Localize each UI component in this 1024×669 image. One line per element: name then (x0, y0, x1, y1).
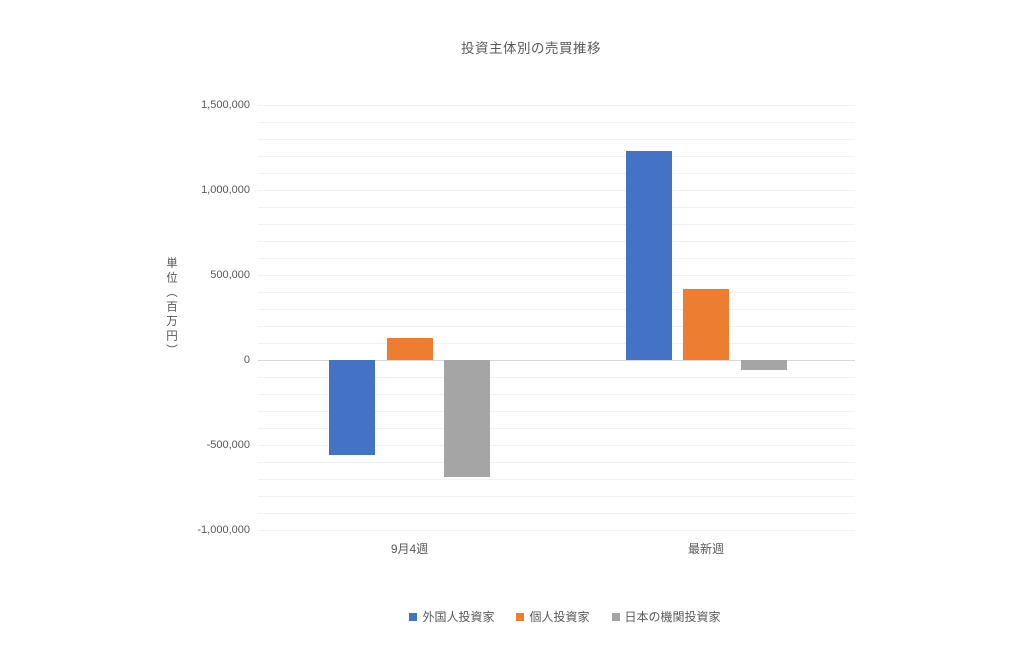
gridline (258, 394, 855, 395)
gridline (258, 224, 855, 225)
gridline (258, 105, 855, 106)
bar-series-2-cat-0[interactable] (444, 360, 490, 478)
zero-axis-line (258, 360, 855, 361)
gridline (258, 258, 855, 259)
gridline (258, 462, 855, 463)
bar-series-0-cat-1[interactable] (625, 150, 672, 360)
gridline (258, 326, 855, 327)
x-tick-label: 最新週 (687, 542, 724, 556)
gridline (258, 530, 855, 531)
gridline (258, 377, 855, 378)
legend-swatch-icon (409, 612, 418, 621)
legend-swatch-icon (611, 612, 620, 621)
gridline (258, 513, 855, 514)
gridline (258, 275, 855, 276)
gridline (258, 207, 855, 208)
y-tick-label: -1,000,000 (197, 524, 250, 536)
legend: 外国人投資家 個人投資家 日本の機関投資家 (258, 608, 872, 625)
legend-swatch-icon (516, 612, 525, 621)
gridline (258, 241, 855, 242)
bar-series-1-cat-0[interactable] (386, 337, 433, 360)
bar-series-0-cat-0[interactable] (329, 360, 375, 456)
plot-area (258, 105, 855, 531)
gridline (258, 292, 855, 293)
y-tick-label: 0 (243, 354, 250, 366)
gridline (258, 479, 855, 480)
gridline (258, 139, 855, 140)
y-tick-label: 1,000,000 (201, 184, 250, 196)
legend-item-1[interactable]: 個人投資家 (516, 608, 590, 625)
y-tick-label: 500,000 (210, 269, 250, 281)
bar-series-1-cat-1[interactable] (683, 288, 729, 360)
legend-item-2[interactable]: 日本の機関投資家 (611, 608, 721, 625)
legend-label: 外国人投資家 (422, 610, 495, 624)
y-tick-label: -500,000 (206, 439, 250, 451)
gridline (258, 309, 855, 310)
legend-label: 個人投資家 (529, 610, 590, 624)
gridline (258, 190, 855, 191)
bar-series-2-cat-1[interactable] (740, 360, 787, 371)
gridline (258, 343, 855, 344)
gridline (258, 496, 855, 497)
gridline (258, 173, 855, 174)
y-axis-title: 単位（百万円） (165, 257, 177, 359)
gridline (258, 428, 855, 429)
legend-label: 日本の機関投資家 (624, 610, 721, 624)
gridline (258, 411, 855, 412)
x-tick-label: 9月4週 (390, 542, 429, 556)
legend-item-0[interactable]: 外国人投資家 (409, 608, 494, 625)
gridline (258, 122, 855, 123)
chart-title: 投資主体別の売買推移 (461, 41, 601, 56)
gridline (258, 156, 855, 157)
gridline (258, 445, 855, 446)
y-tick-label: 1,500,000 (201, 99, 250, 111)
